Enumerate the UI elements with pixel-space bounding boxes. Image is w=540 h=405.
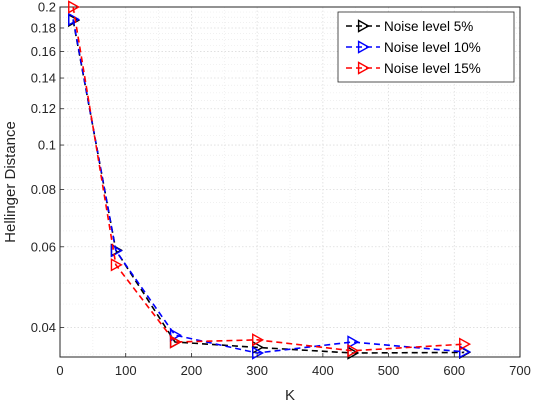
series-3-point	[347, 344, 360, 358]
x-tick-label: 300	[246, 363, 268, 378]
series-3-point	[169, 335, 182, 349]
y-tick-label: 0.14	[31, 71, 56, 86]
y-tick-label: 0.18	[31, 20, 56, 35]
x-tick-label: 100	[115, 363, 137, 378]
series-3-point	[252, 333, 265, 347]
legend-label: Noise level 10%	[384, 40, 481, 55]
y-tick-label: 0.16	[31, 44, 56, 59]
legend-label: Noise level 15%	[384, 61, 481, 76]
series-3-point	[68, 0, 81, 14]
y-tick-label: 0.12	[31, 101, 56, 116]
series-3-point	[459, 337, 472, 351]
x-tick-label: 200	[181, 363, 203, 378]
y-tick-label: 0.08	[31, 182, 56, 197]
x-tick-label: 500	[378, 363, 400, 378]
x-tick-label: 0	[56, 363, 63, 378]
series-2-line	[72, 19, 465, 354]
legend-marker	[357, 19, 370, 33]
y-tick-label: 0.06	[31, 239, 56, 254]
series-layer	[68, 0, 472, 360]
y-axis-ticks: 0.04 0.06 0.08 0.1 0.12 0.14 0.16 0.18 0.2	[31, 0, 64, 335]
series-3-line	[72, 6, 465, 352]
series-2-point	[252, 346, 265, 360]
y-tick-label: 0.04	[31, 320, 56, 335]
x-tick-label: 400	[312, 363, 334, 378]
y-tick-label: 0.2	[38, 0, 56, 15]
legend-marker	[357, 61, 370, 75]
legend-entry-1: Noise level 5%	[346, 19, 473, 34]
x-tick-label: 700	[509, 363, 531, 378]
legend: Noise level 5% Noise level 10% Noise level…	[337, 11, 515, 83]
x-axis-label: K	[285, 387, 295, 404]
x-axis-ticks: 0 100 200 300 400 500 600 700	[56, 353, 531, 378]
series-2-point	[347, 335, 360, 349]
y-tick-label: 0.1	[38, 138, 56, 153]
series-2-point	[68, 12, 81, 27]
series-3-point	[110, 258, 123, 272]
y-axis-label: Hellinger Distance	[2, 121, 19, 243]
legend-entry-3: Noise level 15%	[346, 61, 481, 76]
legend-entry-2: Noise level 10%	[346, 40, 481, 55]
series-2-point	[459, 345, 472, 359]
legend-label: Noise level 5%	[384, 19, 473, 34]
plot-frame	[59, 6, 521, 358]
series-3	[68, 0, 472, 358]
x-tick-label: 600	[443, 363, 465, 378]
series-2-point	[110, 244, 123, 258]
legend-marker	[357, 40, 370, 54]
series-2	[68, 12, 472, 360]
